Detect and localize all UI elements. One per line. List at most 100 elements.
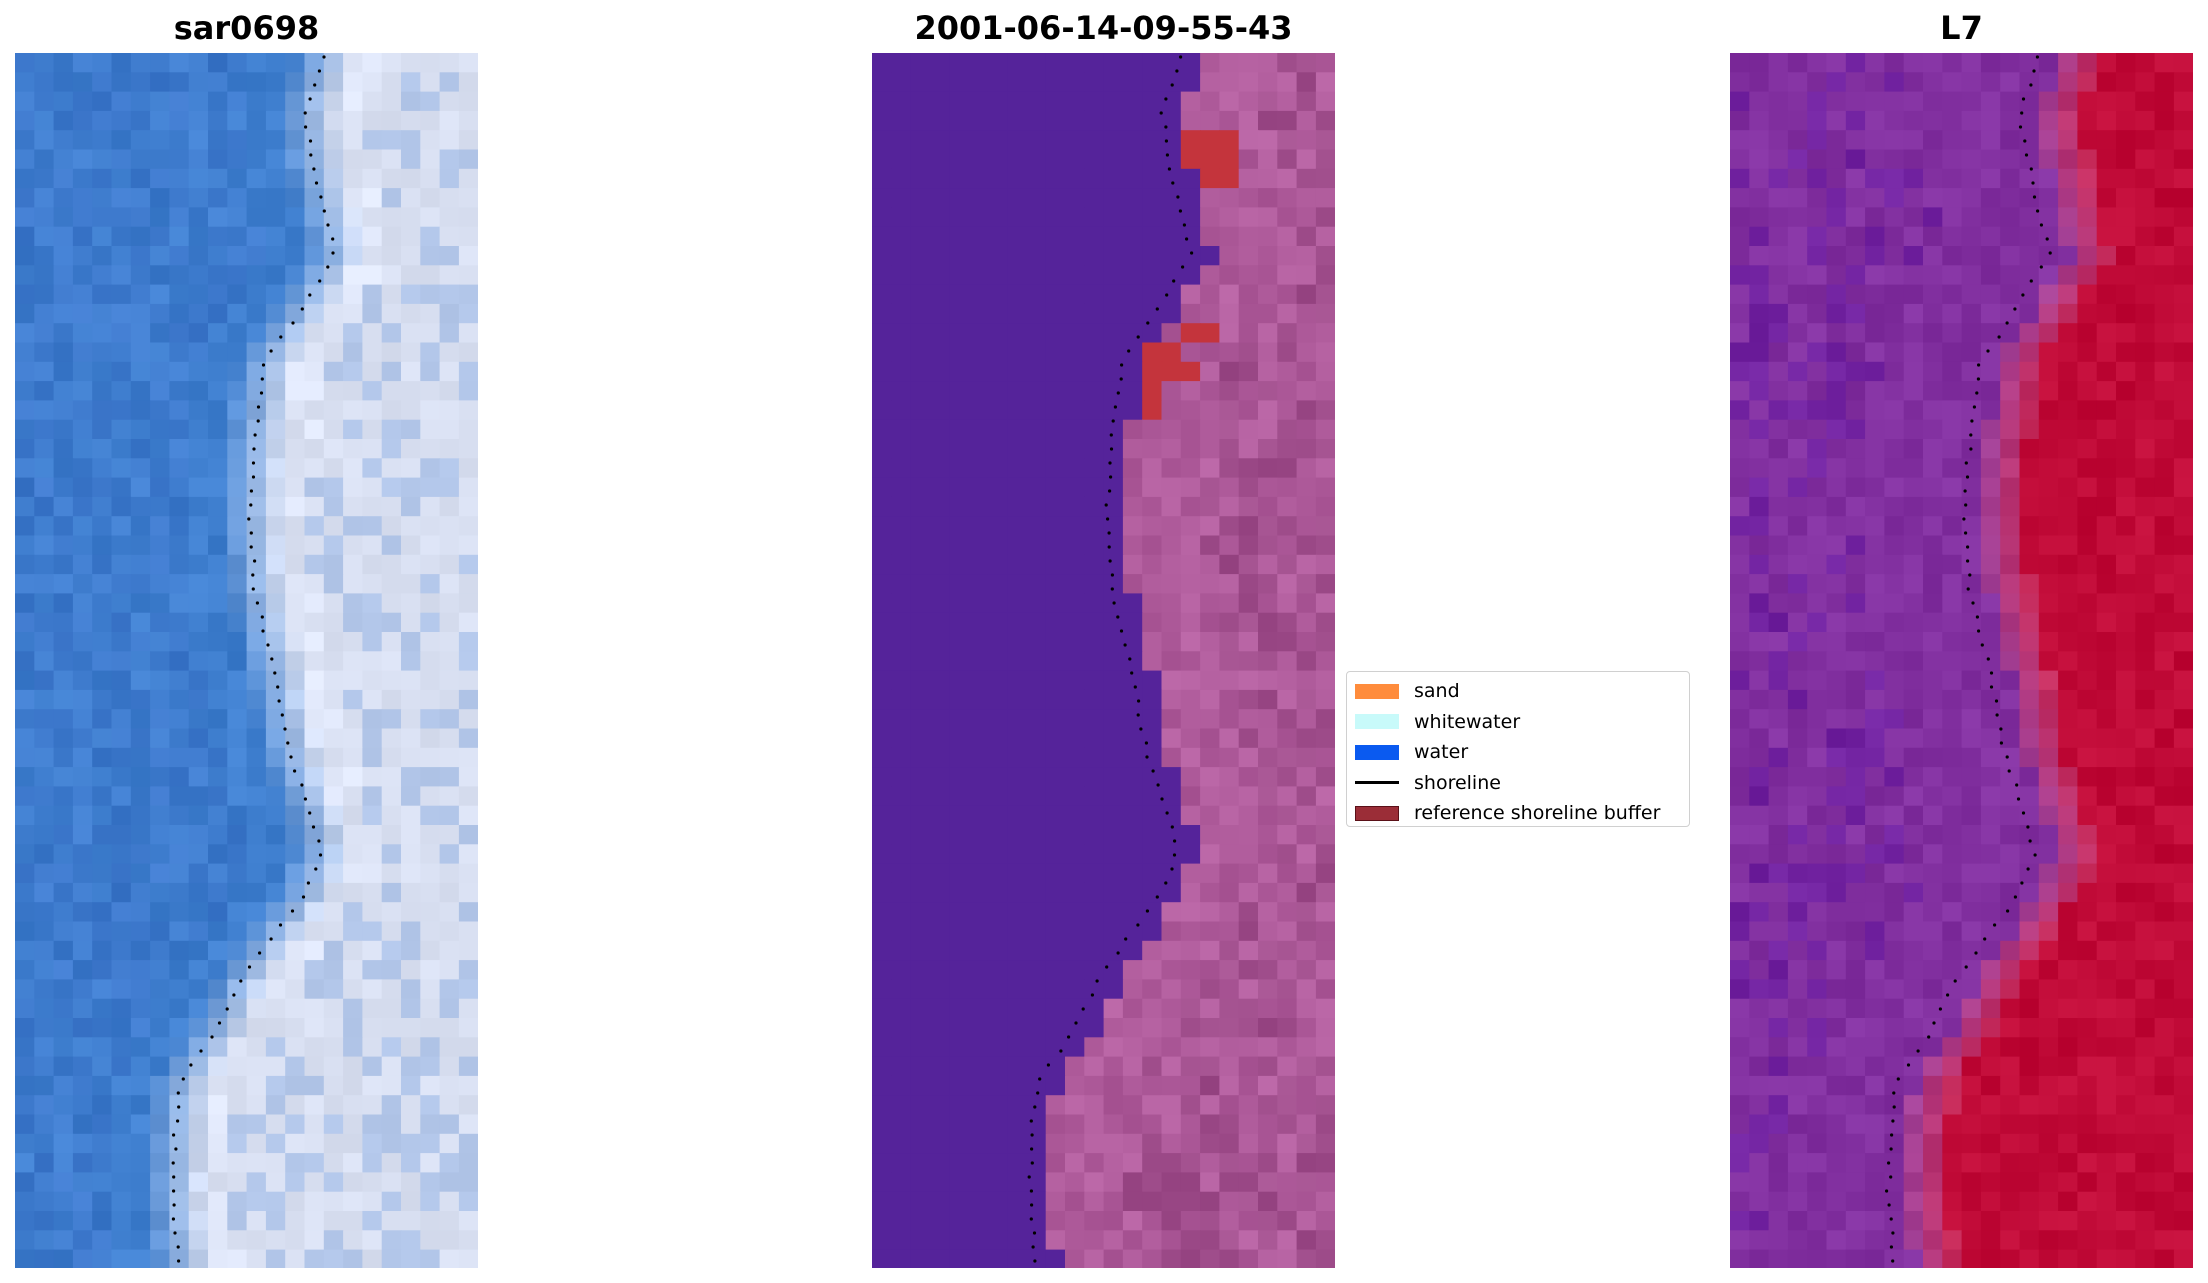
image-pixel — [111, 496, 132, 517]
image-pixel — [72, 53, 93, 73]
image-pixel — [130, 439, 151, 459]
shoreline-point — [1136, 335, 1140, 339]
image-pixel — [111, 670, 132, 691]
image-pixel — [2154, 516, 2175, 537]
image-pixel — [2019, 825, 2040, 845]
image-pixel — [1296, 342, 1317, 363]
image-pixel — [111, 998, 132, 1019]
image-pixel — [2116, 496, 2136, 517]
image-pixel — [872, 728, 892, 749]
image-pixel — [2173, 72, 2193, 93]
image-pixel — [362, 381, 383, 401]
image-pixel — [1296, 863, 1317, 884]
image-pixel — [169, 1018, 190, 1038]
image-pixel — [987, 825, 1008, 845]
image-pixel — [2116, 72, 2136, 93]
image-pixel — [265, 670, 286, 691]
image-pixel — [1161, 323, 1182, 344]
image-pixel — [968, 612, 989, 633]
image-pixel — [1122, 91, 1143, 112]
image-pixel — [2096, 1133, 2117, 1154]
image-pixel — [872, 1095, 892, 1116]
image-pixel — [1277, 767, 1298, 787]
image-pixel — [323, 91, 344, 112]
image-pixel — [2173, 1075, 2193, 1096]
image-pixel — [2154, 439, 2175, 459]
image-pixel — [1007, 1230, 1027, 1251]
image-pixel — [872, 574, 892, 594]
image-pixel — [458, 805, 478, 826]
image-pixel — [323, 612, 344, 633]
image-pixel — [1296, 381, 1317, 401]
index-satellite-image — [1730, 53, 2193, 1268]
image-pixel — [872, 612, 892, 633]
image-pixel — [285, 226, 306, 247]
image-pixel — [169, 882, 190, 903]
image-pixel — [1787, 361, 1808, 382]
image-pixel — [2077, 53, 2098, 73]
image-pixel — [2154, 381, 2175, 401]
image-pixel — [1084, 998, 1105, 1019]
image-pixel — [92, 554, 113, 575]
image-pixel — [458, 496, 478, 517]
image-pixel — [1142, 902, 1163, 923]
shoreline-point — [1109, 447, 1114, 451]
image-pixel — [1065, 188, 1085, 208]
image-pixel — [2019, 593, 2040, 614]
image-pixel — [1142, 1211, 1163, 1231]
image-pixel — [1807, 342, 1828, 363]
image-pixel — [15, 1095, 35, 1116]
image-pixel — [1277, 303, 1298, 324]
image-pixel — [111, 902, 132, 923]
image-pixel — [72, 1249, 93, 1268]
image-pixel — [1219, 921, 1240, 942]
image-pixel — [1980, 747, 2001, 768]
image-pixel — [1845, 1037, 1866, 1058]
image-pixel — [1787, 902, 1808, 923]
image-pixel — [285, 149, 306, 170]
image-pixel — [929, 400, 950, 421]
image-pixel — [1296, 226, 1317, 247]
image-pixel — [420, 91, 441, 112]
image-pixel — [208, 1114, 228, 1135]
image-pixel — [1315, 979, 1335, 1000]
image-pixel — [1807, 554, 1828, 575]
image-pixel — [1103, 226, 1124, 247]
image-pixel — [1749, 670, 1770, 691]
image-pixel — [2096, 786, 2117, 807]
image-pixel — [1007, 207, 1027, 228]
image-pixel — [1200, 844, 1220, 865]
image-pixel — [439, 786, 460, 807]
image-pixel — [169, 689, 190, 710]
image-pixel — [227, 1249, 248, 1268]
image-pixel — [1161, 554, 1182, 575]
image-pixel — [2077, 805, 2098, 826]
image-pixel — [15, 458, 35, 479]
shoreline-point — [1989, 671, 1994, 675]
image-pixel — [1296, 728, 1317, 749]
shoreline-point — [1031, 1245, 1035, 1249]
shoreline-point — [2013, 307, 2017, 311]
image-pixel — [1065, 458, 1085, 479]
image-pixel — [2077, 651, 2098, 672]
image-pixel — [2000, 612, 2021, 633]
image-pixel — [968, 53, 989, 73]
image-pixel — [15, 419, 35, 440]
image-pixel — [1296, 805, 1317, 826]
image-pixel — [2154, 226, 2175, 247]
image-pixel — [2173, 381, 2193, 401]
image-pixel — [2096, 477, 2117, 498]
image-pixel — [1884, 265, 1905, 286]
image-pixel — [1045, 1018, 1066, 1038]
image-pixel — [1865, 574, 1885, 594]
image-pixel — [285, 1133, 306, 1154]
image-pixel — [1315, 110, 1335, 131]
image-pixel — [169, 168, 190, 189]
image-pixel — [150, 921, 170, 942]
image-pixel — [1865, 323, 1885, 344]
image-pixel — [285, 574, 306, 594]
image-pixel — [1749, 188, 1770, 208]
image-pixel — [1980, 72, 2001, 93]
image-pixel — [1045, 303, 1066, 324]
image-pixel — [227, 863, 248, 884]
